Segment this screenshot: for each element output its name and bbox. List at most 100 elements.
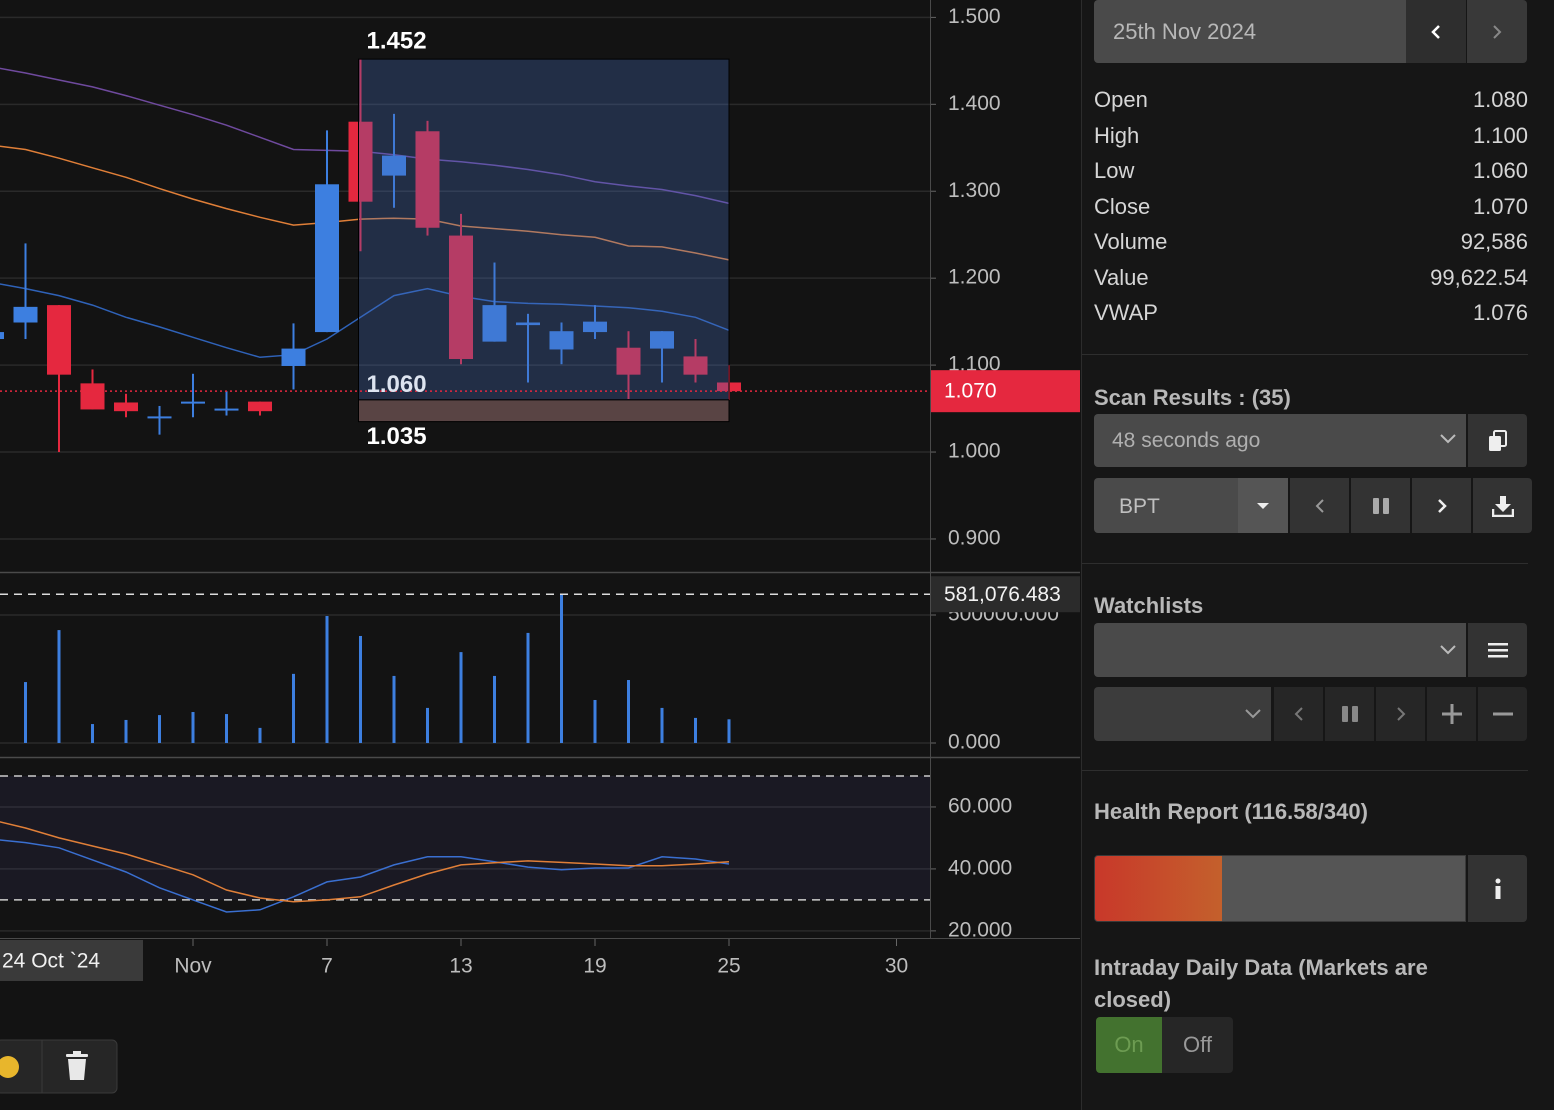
stat-value: 1.080: [1472, 87, 1528, 112]
next-date-button[interactable]: [1467, 0, 1527, 63]
stat-row: Volume 92,586: [1094, 227, 1528, 257]
volume-bar: [158, 715, 161, 743]
chart-area: 0.900 1.000 1.100 1.200 1.300 1.400 1.500 1.452…: [0, 0, 1080, 1110]
stat-row: Open 1.080: [1094, 85, 1528, 115]
pause-button[interactable]: [1351, 478, 1410, 533]
oscillator-panel: [0, 775, 930, 932]
candle-body: [583, 321, 607, 333]
stat-value: 1.060: [1472, 158, 1528, 183]
watchlist-menu-button[interactable]: [1468, 623, 1527, 677]
trash-button[interactable]: [66, 1051, 88, 1080]
candle-body: [13, 306, 38, 323]
caret-icon: [1257, 502, 1269, 509]
volume-bar: [493, 675, 496, 743]
last-price-label: 1.070: [944, 380, 997, 403]
symbol-menu-button[interactable]: [1238, 478, 1288, 533]
y-tick-label: 1.200: [948, 266, 1001, 289]
volume-panel: [0, 593, 930, 744]
volume-bar: [426, 707, 429, 743]
y-tick-label: 1.100: [948, 353, 1001, 376]
watchlist-prev-button[interactable]: [1274, 687, 1323, 741]
x-tick-label: 13: [449, 955, 472, 978]
x-tick-label: 30: [885, 955, 908, 978]
plus-icon: [1441, 704, 1462, 724]
stat-row: Low 1.060: [1094, 156, 1528, 186]
download-button[interactable]: [1473, 478, 1532, 533]
candle-body: [482, 305, 507, 342]
candle-body: [516, 322, 540, 326]
sidebar: 25th Nov 2024 Open 1.080 High 1.100 Low 1.060…: [1081, 0, 1554, 1110]
symbol-field[interactable]: [1094, 478, 1238, 533]
toggle-on[interactable]: On: [1096, 1017, 1162, 1073]
emoji-button[interactable]: [0, 1056, 19, 1078]
volume-bar: [91, 724, 94, 743]
volume-bar: [292, 673, 295, 743]
oscillator-line: [0, 821, 730, 903]
copy-button[interactable]: [1468, 414, 1527, 467]
menu-icon: [1487, 643, 1508, 658]
watchlist-item-dropdown[interactable]: [1094, 687, 1271, 741]
watchlist-pause-button[interactable]: [1325, 687, 1374, 741]
health-fill: [1095, 856, 1222, 921]
stat-row: VWAP 1.076: [1094, 298, 1528, 328]
health-title: Health Report (116.58/340): [1094, 799, 1368, 824]
y-tick-label: 1.400: [948, 92, 1001, 115]
level-band: [0, 775, 930, 900]
stat-value: 99,622.54: [1430, 264, 1528, 290]
stat-row: High 1.100: [1094, 121, 1528, 151]
prev-date-button[interactable]: [1406, 0, 1466, 63]
stat-label: Volume: [1094, 229, 1168, 254]
x-axis-background: [0, 939, 1080, 1110]
candle-body: [683, 356, 708, 375]
info-icon: [1495, 878, 1500, 899]
health-info-button[interactable]: [1468, 855, 1527, 922]
minus-icon: [1492, 712, 1513, 716]
dropdown-arrow: [1245, 709, 1261, 719]
stat-label: Value: [1094, 264, 1149, 290]
candle-body: [114, 402, 138, 412]
measure-high-label: 1.452: [367, 27, 427, 54]
measure-mid-label: 1.060: [367, 371, 427, 398]
last-price-box: [930, 370, 1080, 413]
watchlist-add-button[interactable]: [1427, 687, 1476, 741]
stat-value: 1.100: [1472, 122, 1528, 148]
candle-body: [348, 121, 373, 202]
y-tick-label: 1.300: [948, 179, 1001, 202]
candle-body: [47, 305, 71, 375]
candle-body: [650, 331, 674, 349]
candle-body: [415, 131, 440, 228]
y-tick-label: 1.500: [948, 5, 1001, 28]
toolbar: [0, 1039, 118, 1094]
volume-bar: [727, 719, 731, 743]
volume-bar: [560, 594, 563, 743]
watchlist-remove-button[interactable]: [1478, 687, 1527, 741]
candle-body: [214, 408, 239, 411]
date-field[interactable]: [1094, 0, 1406, 63]
candle-body: [248, 401, 272, 412]
volume-bar: [694, 717, 697, 743]
candle-body: [616, 347, 641, 375]
stat-value: 92,586: [1460, 229, 1528, 254]
measure-band: [358, 399, 730, 423]
symbol-text: BPT: [1119, 495, 1160, 518]
scan-dropdown[interactable]: [1094, 414, 1466, 467]
stat-row: Value 99,622.54: [1094, 263, 1528, 293]
stat-label: Close: [1094, 193, 1151, 219]
dropdown-arrow: [1440, 645, 1456, 655]
x-tick-label: 7: [321, 955, 333, 978]
separator: [1082, 354, 1528, 355]
candle-body: [181, 401, 205, 404]
scan-time: 48 seconds ago: [1112, 429, 1261, 452]
volume-bar: [24, 682, 27, 743]
volume-bar: [258, 727, 262, 743]
next-symbol-button[interactable]: [1412, 478, 1471, 533]
pause-icon: [1372, 497, 1389, 514]
x-axis: 24 Oct `24 Nov 7 13 19 25 30: [0, 938, 1080, 1110]
watchlist-dropdown[interactable]: [1094, 623, 1466, 677]
y-tick-label: 0.000: [948, 731, 1001, 754]
prev-symbol-button[interactable]: [1290, 478, 1349, 533]
watchlist-next-button[interactable]: [1376, 687, 1425, 741]
candle-body: [315, 184, 339, 333]
y-tick-label: 60.000: [948, 794, 1012, 817]
toggle-off[interactable]: Off: [1162, 1017, 1233, 1073]
